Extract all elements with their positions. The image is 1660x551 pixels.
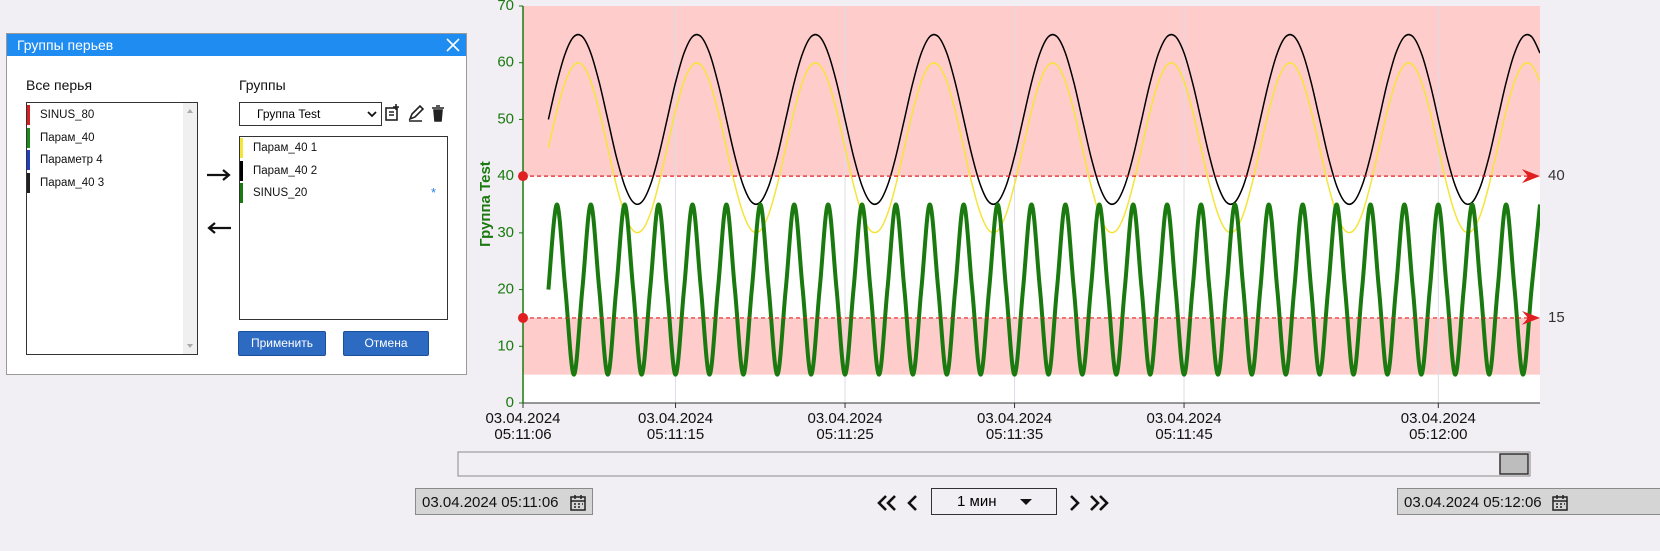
- groups-label: Группы: [239, 77, 286, 93]
- y-axis-label: Группа Test: [477, 161, 494, 247]
- pen-item[interactable]: SINUS_80: [27, 105, 94, 125]
- group-select-value: Группа Test: [257, 107, 321, 121]
- dialog-title-bar: Группы перьев: [7, 34, 466, 56]
- modified-mark: *: [431, 185, 437, 200]
- x-tick-label: 03.04.2024 05:11:35: [977, 410, 1052, 443]
- series-line: [547, 33, 1540, 206]
- pen-item[interactable]: Парам_40: [27, 127, 95, 148]
- x-tick-label: 03.04.2024 05:12:00: [1401, 410, 1476, 443]
- all-pens-label: Все перья: [26, 77, 93, 93]
- all-pens-list: SINUS_80 Парам_40 Параметр 4 Парам_40 3: [26, 102, 198, 355]
- move-arrows[interactable]: [205, 166, 233, 236]
- close-button[interactable]: [446, 38, 460, 52]
- limit-marker: [518, 312, 528, 323]
- group-pens-list: Парам_40 1 Парам_40 2 SINUS_20 *: [239, 136, 448, 320]
- start-date-value: 03.04.2024 05:11:06: [422, 494, 559, 511]
- period-select[interactable]: 1 мин: [931, 488, 1057, 515]
- lines: [546, 33, 1540, 377]
- pen-item[interactable]: Параметр 4: [27, 150, 103, 171]
- y-tick-label: 70: [497, 0, 514, 14]
- nav-forward[interactable]: [1068, 493, 1116, 513]
- alarm-band: [523, 317, 1540, 375]
- y-tick-label: 20: [497, 281, 514, 298]
- list-scrollbar[interactable]: [183, 103, 197, 354]
- y-tick-label: 0: [506, 394, 514, 411]
- x-tick-label: 03.04.2024 05:11:45: [1147, 410, 1222, 443]
- period-value: 1 мин: [957, 493, 997, 510]
- nav-back[interactable]: [876, 493, 924, 513]
- axes: 03.04.2024 05:11:06 03.04.2024 05:11:15 03.0…: [485, 0, 1564, 443]
- x-tick-label: 03.04.2024 05:11:15: [638, 410, 713, 443]
- pen-item[interactable]: Парам_40 2: [240, 160, 317, 181]
- scroll-thumb[interactable]: [1499, 453, 1529, 475]
- dialog-title: Группы перьев: [17, 37, 114, 53]
- end-date[interactable]: 03.04.2024 05:12:06: [1397, 488, 1660, 515]
- y-tick-label: 40: [497, 167, 514, 184]
- limit-label: 40: [1548, 167, 1565, 184]
- apply-button[interactable]: Применить: [238, 331, 326, 356]
- group-select[interactable]: Группа Test: [239, 102, 382, 126]
- x-tick-label: 03.04.2024 05:11:25: [808, 410, 883, 443]
- pen-groups-dialog: Группы перьев Все перья SINUS_80 Парам_40…: [6, 33, 467, 375]
- start-date[interactable]: 03.04.2024 05:11:06: [415, 488, 593, 515]
- trend-chart: 03.04.2024 05:11:06 03.04.2024 05:11:15 03.0…: [457, 0, 1565, 477]
- pen-item[interactable]: SINUS_20: [240, 183, 307, 204]
- y-tick-label: 60: [497, 54, 514, 71]
- series-line: [546, 202, 1540, 377]
- limit-arrow: [1522, 169, 1540, 184]
- end-date-value: 03.04.2024 05:12:06: [1404, 494, 1542, 511]
- limit-arrow: [1522, 310, 1540, 325]
- pen-item[interactable]: Парам_40 3: [27, 173, 104, 194]
- group-tools[interactable]: [384, 103, 454, 123]
- y-tick-label: 50: [497, 110, 514, 127]
- scrollbar[interactable]: [457, 451, 1531, 477]
- pen-item[interactable]: Парам_40 1: [240, 138, 317, 158]
- alarm-band: [523, 6, 1540, 177]
- cancel-button[interactable]: Отмена: [343, 331, 429, 356]
- limit-marker: [518, 171, 528, 182]
- limit-label: 15: [1548, 309, 1565, 326]
- y-tick-label: 30: [497, 224, 514, 241]
- bands: [523, 6, 1540, 375]
- series-line: [547, 62, 1540, 234]
- x-tick-label: 03.04.2024 05:11:06: [485, 410, 560, 443]
- y-tick-label: 10: [497, 337, 514, 354]
